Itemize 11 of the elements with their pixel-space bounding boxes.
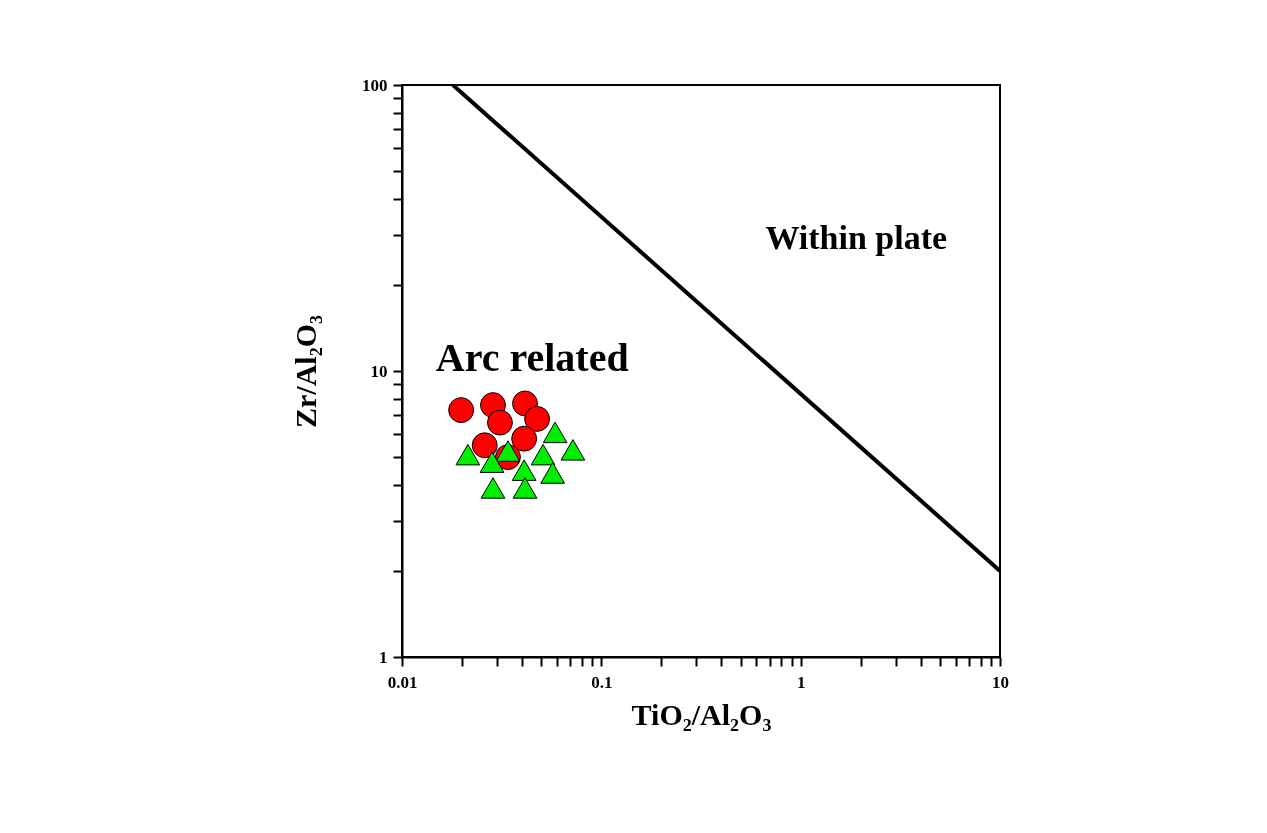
annotation: Within plate bbox=[765, 218, 948, 256]
x-axis-title: TiO₂/Al₂O₃ bbox=[631, 697, 772, 731]
y-axis-title: Zr/Al₂O₃ bbox=[289, 315, 322, 428]
x-tick-label: 0.1 bbox=[591, 672, 613, 692]
y-tick-label: 1 bbox=[379, 647, 388, 667]
x-tick-label: 1 bbox=[796, 672, 806, 692]
annotation: Arc related bbox=[435, 335, 629, 381]
x-tick-label: 0.01 bbox=[387, 672, 418, 692]
y-tick-label: 10 bbox=[370, 361, 388, 381]
y-tick-label: 100 bbox=[362, 75, 388, 95]
x-tick-label: 10 bbox=[992, 672, 1009, 692]
